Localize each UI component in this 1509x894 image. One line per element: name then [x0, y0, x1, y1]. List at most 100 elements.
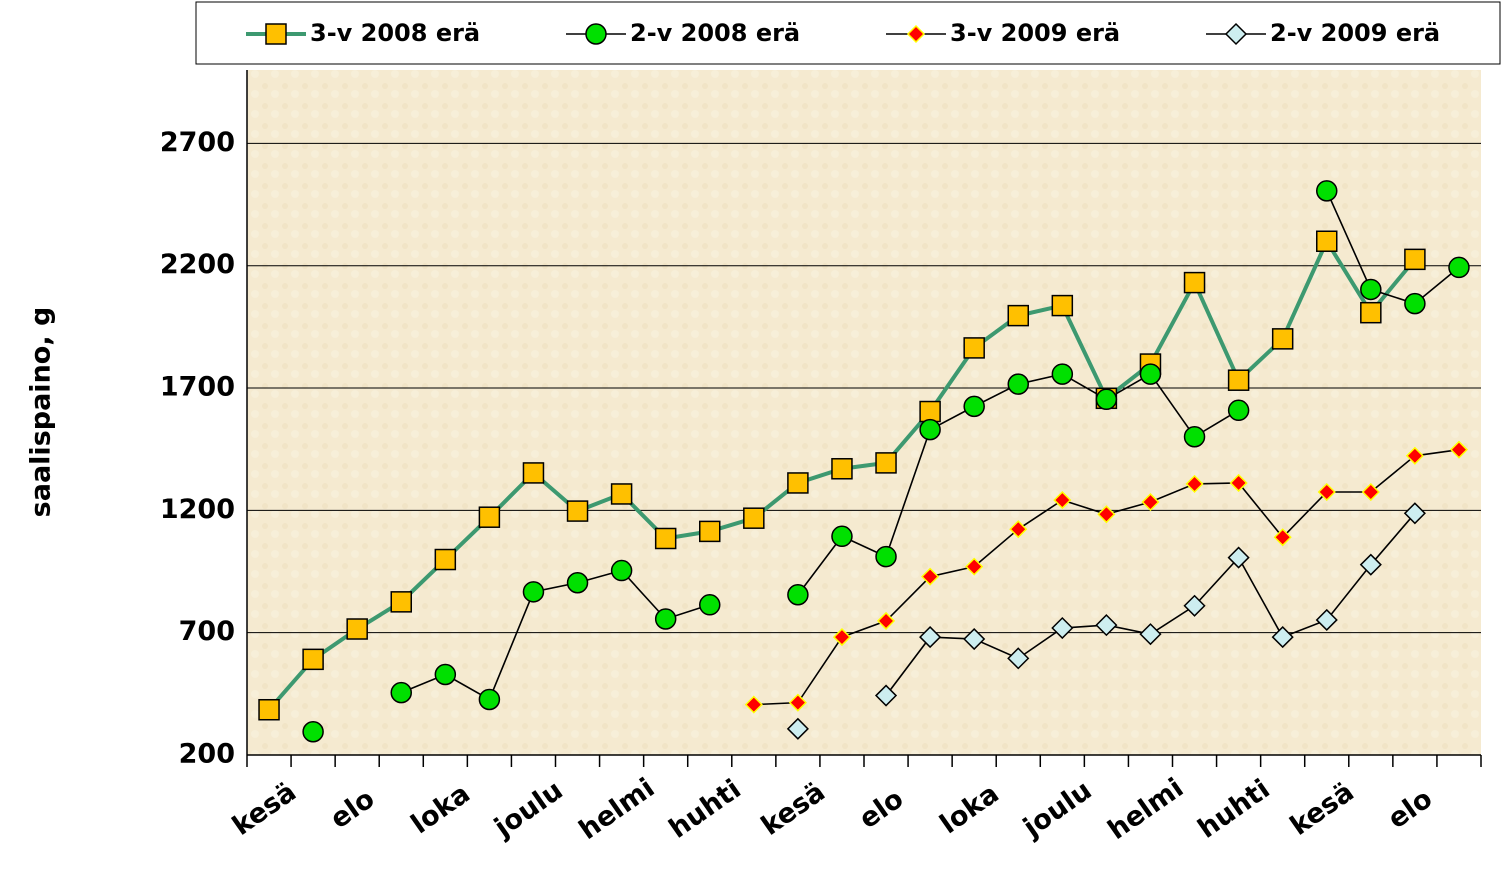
- marker: [258, 698, 280, 721]
- marker: [1227, 369, 1250, 391]
- series-line: [1326, 190, 1460, 305]
- y-tick-label: 2700: [160, 127, 235, 158]
- y-tick-label: 2200: [160, 249, 235, 280]
- marker: [744, 695, 763, 714]
- marker: [1317, 482, 1336, 502]
- marker: [743, 507, 765, 529]
- marker: [1007, 647, 1030, 670]
- marker: [1360, 278, 1382, 301]
- marker: [963, 337, 985, 359]
- marker: [478, 688, 501, 711]
- marker: [390, 681, 412, 704]
- marker: [1271, 328, 1294, 350]
- marker: [699, 520, 721, 543]
- marker: [1185, 474, 1204, 493]
- marker: [963, 627, 986, 651]
- marker: [1097, 505, 1116, 524]
- x-tick-label: kesä: [227, 776, 302, 841]
- marker: [1095, 614, 1118, 637]
- marker: [875, 452, 897, 474]
- marker: [1009, 520, 1028, 539]
- marker: [1053, 491, 1072, 510]
- x-tick-label: loka: [406, 778, 476, 840]
- marker: [265, 23, 287, 45]
- marker: [1271, 626, 1294, 649]
- marker: [1404, 248, 1426, 271]
- marker: [1449, 440, 1469, 459]
- marker: [1405, 446, 1424, 465]
- marker: [434, 548, 457, 571]
- x-tick-label: huhti: [664, 774, 747, 845]
- x-tick-label: kesä: [1285, 776, 1360, 841]
- legend: 3-v 2008 erä 2-v 2008 erä 3-v 2009 erä 2-v …: [246, 19, 1440, 47]
- marker: [1051, 294, 1074, 317]
- marker: [919, 400, 941, 423]
- x-tick-label: elo: [1383, 783, 1439, 835]
- marker: [876, 611, 896, 630]
- marker: [566, 572, 589, 594]
- marker: [1360, 301, 1382, 324]
- legend-label: 3-v 2009 erä: [950, 19, 1120, 47]
- marker: [654, 527, 677, 550]
- marker: [1227, 546, 1250, 569]
- marker: [434, 663, 457, 686]
- x-tick-label: elo: [854, 783, 910, 835]
- marker: [1139, 363, 1162, 385]
- marker: [874, 684, 898, 707]
- marker: [478, 506, 501, 528]
- marker: [610, 483, 633, 505]
- marker: [831, 458, 853, 480]
- marker: [699, 594, 721, 616]
- x-tick-label: loka: [935, 778, 1005, 840]
- marker: [390, 591, 412, 613]
- y-tick-label: 200: [179, 739, 235, 770]
- marker: [1051, 363, 1074, 385]
- marker: [610, 559, 633, 582]
- x-tick-label: elo: [325, 783, 381, 835]
- marker: [1224, 22, 1248, 46]
- marker: [585, 23, 607, 45]
- marker: [921, 567, 940, 586]
- marker: [1139, 623, 1162, 646]
- y-tick-label: 700: [179, 616, 235, 647]
- marker: [965, 557, 984, 576]
- x-tick-label: joulu: [488, 775, 568, 844]
- marker: [832, 628, 852, 647]
- marker: [1316, 180, 1338, 202]
- marker: [1403, 502, 1426, 525]
- marker: [1316, 230, 1338, 252]
- marker: [654, 608, 677, 630]
- marker: [1315, 608, 1338, 632]
- x-tick-label: kesä: [756, 776, 831, 841]
- marker: [1404, 292, 1426, 315]
- marker: [1141, 492, 1160, 512]
- legend-box: [195, 1, 1501, 65]
- marker: [302, 648, 324, 671]
- marker: [919, 418, 941, 441]
- marker: [1183, 271, 1206, 294]
- marker: [522, 462, 545, 484]
- marker: [1448, 256, 1470, 279]
- marker: [1007, 304, 1029, 327]
- x-tick-label: joulu: [1017, 775, 1097, 844]
- plot-area: [247, 70, 1481, 755]
- marker: [1359, 553, 1382, 576]
- marker: [1051, 616, 1074, 640]
- marker: [787, 472, 809, 494]
- marker: [522, 581, 545, 603]
- marker: [786, 717, 809, 740]
- marker: [787, 584, 809, 606]
- y-tick-label: 1200: [160, 494, 235, 525]
- marker: [1007, 373, 1029, 395]
- marker: [566, 500, 589, 522]
- marker: [1095, 388, 1118, 411]
- marker: [1273, 528, 1292, 547]
- marker: [788, 693, 807, 712]
- y-axis-label: saalispaino, g: [26, 307, 57, 518]
- marker: [346, 618, 368, 640]
- marker: [1183, 594, 1206, 617]
- marker: [1361, 482, 1380, 502]
- marker: [1227, 399, 1250, 422]
- marker: [1229, 473, 1248, 493]
